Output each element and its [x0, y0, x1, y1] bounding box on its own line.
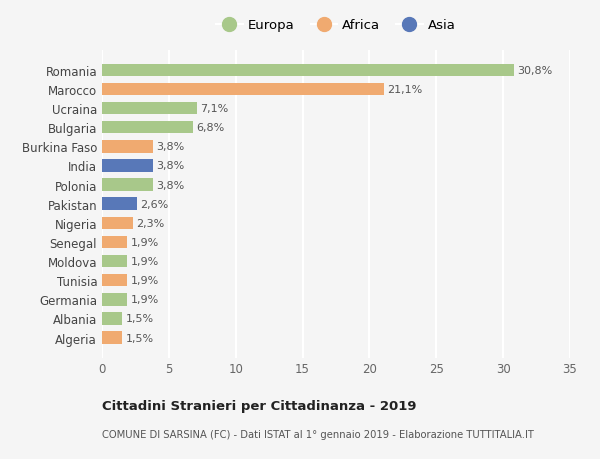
Text: 1,9%: 1,9% — [131, 275, 159, 285]
Text: 6,8%: 6,8% — [196, 123, 224, 133]
Bar — [102, 313, 122, 325]
Bar — [102, 236, 127, 249]
Text: 1,5%: 1,5% — [125, 314, 154, 324]
Text: 3,8%: 3,8% — [156, 142, 184, 152]
Text: 21,1%: 21,1% — [388, 85, 423, 95]
Bar — [102, 198, 137, 211]
Bar — [102, 293, 127, 306]
Bar — [102, 64, 514, 77]
Text: 1,9%: 1,9% — [131, 257, 159, 267]
Text: 1,5%: 1,5% — [125, 333, 154, 343]
Text: 30,8%: 30,8% — [517, 66, 553, 76]
Bar — [102, 122, 193, 134]
Bar — [102, 332, 122, 344]
Text: Cittadini Stranieri per Cittadinanza - 2019: Cittadini Stranieri per Cittadinanza - 2… — [102, 399, 416, 412]
Text: 2,6%: 2,6% — [140, 199, 169, 209]
Text: 2,3%: 2,3% — [136, 218, 164, 228]
Legend: Europa, Africa, Asia: Europa, Africa, Asia — [211, 14, 461, 38]
Bar — [102, 255, 127, 268]
Text: 3,8%: 3,8% — [156, 180, 184, 190]
Text: 1,9%: 1,9% — [131, 295, 159, 305]
Bar — [102, 84, 384, 96]
Text: 7,1%: 7,1% — [200, 104, 229, 114]
Bar — [102, 179, 153, 191]
Bar — [102, 217, 133, 230]
Text: COMUNE DI SARSINA (FC) - Dati ISTAT al 1° gennaio 2019 - Elaborazione TUTTITALIA: COMUNE DI SARSINA (FC) - Dati ISTAT al 1… — [102, 429, 534, 439]
Text: 3,8%: 3,8% — [156, 161, 184, 171]
Bar — [102, 103, 197, 115]
Bar — [102, 141, 153, 153]
Bar — [102, 274, 127, 287]
Bar — [102, 160, 153, 172]
Text: 1,9%: 1,9% — [131, 237, 159, 247]
